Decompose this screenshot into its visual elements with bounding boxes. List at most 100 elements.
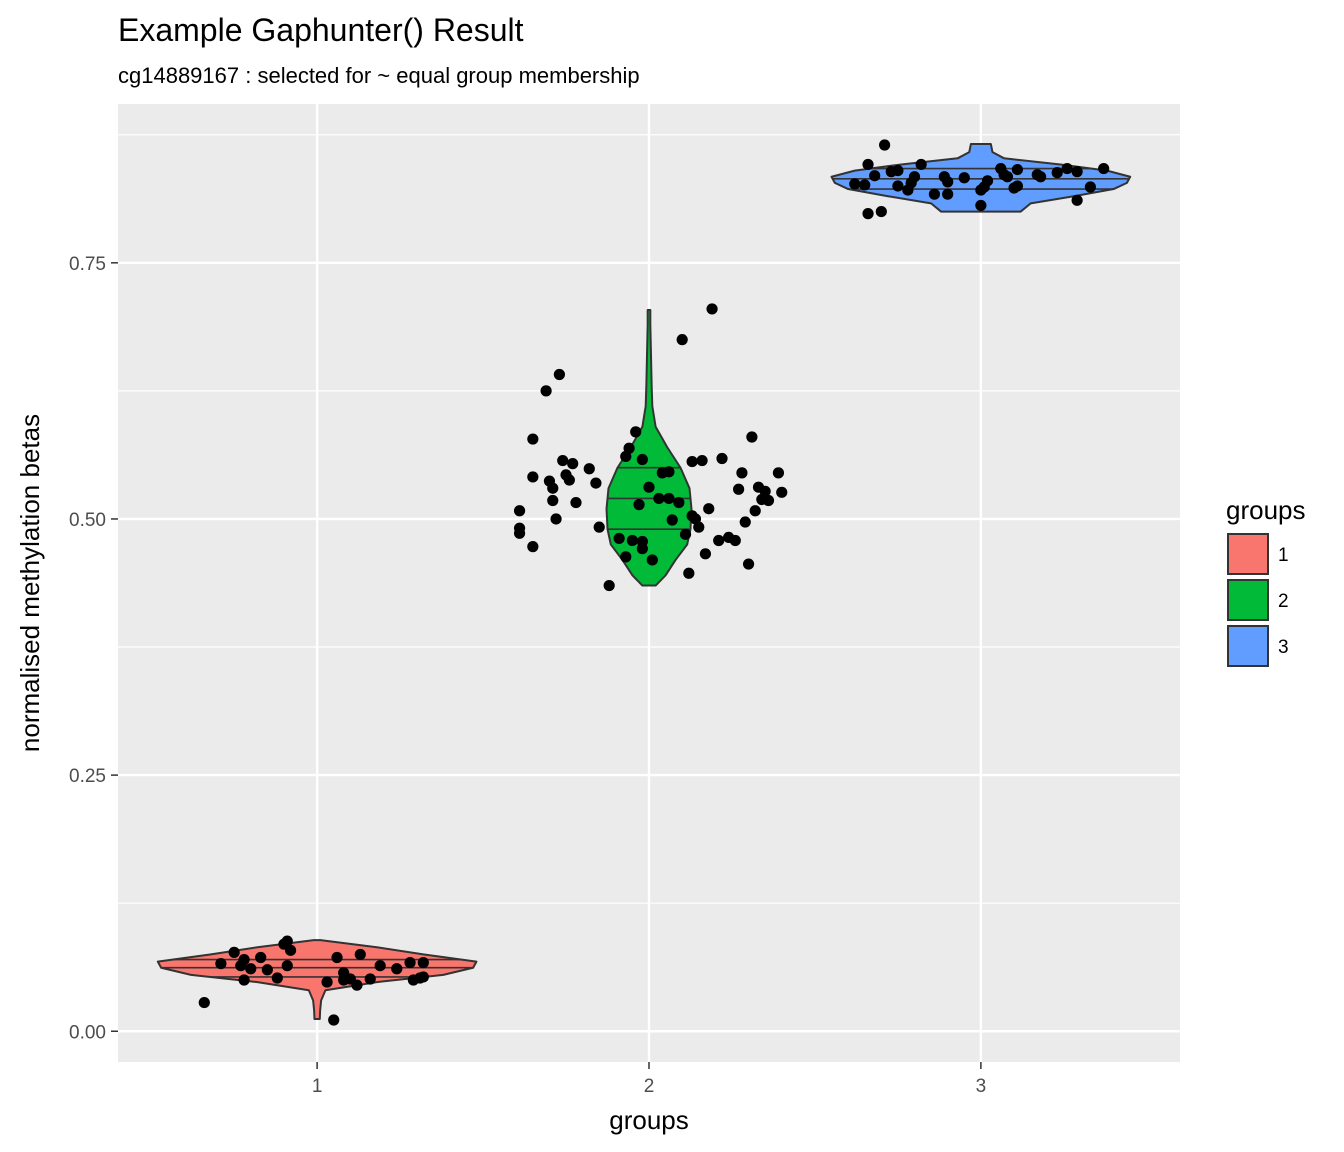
data-point-group-1 (417, 971, 429, 983)
y-tick-label: 0.25 (69, 766, 106, 787)
data-point-group-1 (328, 1014, 340, 1026)
data-point-group-2 (679, 528, 692, 540)
data-point-group-1 (284, 944, 297, 956)
data-point-group-1 (198, 996, 210, 1009)
chart-subtitle: cg14889167 : selected for ~ equal group … (118, 63, 640, 88)
legend: groups 1 2 3 (1226, 495, 1306, 667)
data-point-group-2 (547, 494, 559, 507)
data-point-group-3 (958, 172, 970, 184)
data-point-group-3 (875, 205, 887, 218)
data-point-group-1 (238, 974, 250, 986)
data-point-group-3 (892, 180, 904, 192)
data-point-group-3 (1035, 171, 1047, 183)
data-point-group-2 (703, 503, 715, 515)
data-point-group-2 (742, 558, 755, 570)
data-point-group-2 (759, 485, 771, 497)
data-point-group-2 (693, 521, 705, 533)
data-point-group-1 (215, 958, 227, 970)
data-point-group-2 (729, 534, 741, 547)
legend-swatch-1 (1227, 533, 1269, 575)
data-point-group-3 (1071, 166, 1083, 178)
data-point-group-2 (527, 433, 539, 445)
data-point-group-2 (736, 467, 748, 479)
data-point-group-2 (696, 454, 708, 467)
data-point-group-2 (540, 385, 552, 397)
data-point-group-2 (643, 481, 655, 493)
data-point-group-1 (404, 957, 416, 969)
data-point-group-2 (623, 442, 635, 454)
legend-swatch-3 (1227, 625, 1269, 667)
data-point-group-3 (915, 158, 927, 171)
legend-label-3: 3 (1278, 637, 1289, 658)
data-point-group-2 (547, 482, 559, 494)
data-point-group-2 (706, 303, 718, 315)
data-point-group-2 (590, 477, 602, 489)
y-tick-label: 0.00 (69, 1022, 106, 1043)
data-point-group-3 (879, 139, 891, 151)
data-point-group-3 (849, 178, 861, 190)
data-point-group-2 (630, 426, 642, 438)
legend-label-1: 1 (1278, 545, 1289, 566)
data-point-group-2 (776, 486, 788, 498)
x-tick-label: 2 (644, 1076, 655, 1097)
data-points (198, 139, 1110, 1026)
y-tick-label: 0.50 (69, 510, 106, 531)
data-point-group-3 (981, 175, 994, 187)
data-point-group-2 (550, 513, 562, 525)
data-point-group-2 (593, 521, 605, 533)
data-point-group-2 (673, 496, 685, 509)
data-point-group-3 (942, 188, 954, 200)
data-point-group-2 (620, 551, 632, 563)
data-point-group-3 (1011, 180, 1023, 192)
data-point-group-2 (527, 541, 539, 553)
data-point-group-1 (245, 963, 257, 975)
legend-label-2: 2 (1278, 591, 1289, 612)
data-point-group-2 (646, 554, 658, 566)
data-point-group-3 (862, 208, 874, 220)
data-point-group-2 (557, 454, 569, 467)
data-point-group-2 (513, 505, 526, 517)
data-point-group-2 (626, 534, 639, 547)
data-point-group-2 (746, 431, 758, 443)
data-point-group-3 (869, 170, 881, 182)
data-point-group-2 (633, 499, 645, 511)
data-point-group-1 (238, 953, 250, 966)
data-point-group-3 (859, 179, 871, 191)
data-point-group-3 (928, 188, 941, 200)
data-point-group-1 (271, 972, 283, 984)
data-point-group-2 (513, 522, 526, 534)
data-point-group-3 (1051, 167, 1063, 179)
data-point-group-2 (733, 483, 745, 495)
data-point-group-1 (364, 973, 376, 985)
data-point-group-1 (281, 960, 293, 972)
chart-title: Example Gaphunter() Result (118, 12, 524, 48)
y-tick-label: 0.75 (69, 254, 106, 275)
data-point-group-1 (321, 976, 333, 988)
x-tick-label: 1 (312, 1076, 323, 1097)
data-point-group-2 (663, 492, 675, 505)
data-point-group-2 (636, 535, 648, 548)
y-axis: 0.00 0.25 0.50 0.75 (69, 254, 118, 1043)
data-point-group-1 (391, 963, 403, 975)
data-point-group-2 (613, 532, 625, 545)
data-point-group-2 (603, 579, 615, 592)
data-point-group-2 (699, 548, 712, 560)
data-point-group-2 (563, 474, 575, 486)
data-point-group-1 (351, 979, 363, 991)
data-point-group-2 (567, 458, 579, 470)
data-point-group-2 (663, 466, 675, 478)
data-point-group-3 (975, 199, 987, 212)
data-point-group-2 (527, 471, 539, 483)
data-point-group-2 (553, 368, 565, 381)
data-point-group-1 (255, 951, 267, 964)
data-point-group-2 (653, 492, 665, 505)
data-point-group-1 (417, 957, 429, 969)
data-point-group-2 (713, 534, 725, 547)
data-point-group-2 (739, 516, 751, 528)
data-point-group-2 (570, 496, 582, 509)
data-point-group-3 (1061, 162, 1073, 175)
data-point-group-3 (1001, 171, 1014, 183)
data-point-group-2 (749, 505, 761, 517)
data-point-group-2 (772, 467, 785, 479)
